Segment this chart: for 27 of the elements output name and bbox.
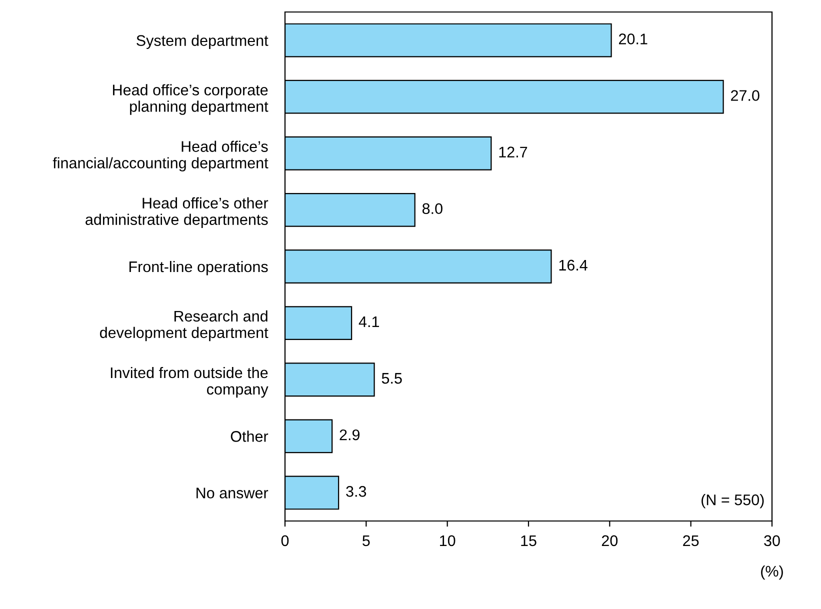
data-label: 12.7 xyxy=(499,146,528,158)
y-tick-label: Research and development department xyxy=(100,310,268,342)
x-tick-label: 25 xyxy=(683,535,699,546)
data-label: 27.0 xyxy=(731,90,760,101)
data-label: 20.1 xyxy=(619,34,648,44)
y-tick-label: Head office’s corporate planning department xyxy=(113,84,268,115)
x-tick-label: 20 xyxy=(602,535,618,546)
y-tick-label: System department xyxy=(136,34,268,49)
x-tick-label: 5 xyxy=(362,535,370,546)
data-label: 16.4 xyxy=(559,260,588,271)
y-tick-label: Invited from outside the company xyxy=(110,366,268,398)
y-tick-label: Front-line operations xyxy=(129,260,268,276)
data-label: 8.0 xyxy=(422,203,442,214)
y-tick-label: Other xyxy=(230,430,268,442)
x-axis-title: (%) xyxy=(761,565,783,580)
y-tick-label: No answer xyxy=(196,488,268,498)
data-label: 5.5 xyxy=(382,373,402,384)
y-tick-label: Head office’s financial/accounting department xyxy=(52,140,268,172)
y-tick-label: Head office’s other administrative departments xyxy=(86,197,268,228)
data-label: 4.1 xyxy=(358,316,379,328)
x-tick-label: 30 xyxy=(764,535,780,546)
x-tick-label: 10 xyxy=(440,535,456,546)
data-label: 3.3 xyxy=(346,486,366,497)
x-tick-label: 15 xyxy=(521,535,536,546)
x-tick-label: 0 xyxy=(281,535,289,546)
annotation: (N = 550) xyxy=(702,494,764,508)
data-label: 2.9 xyxy=(340,429,360,440)
